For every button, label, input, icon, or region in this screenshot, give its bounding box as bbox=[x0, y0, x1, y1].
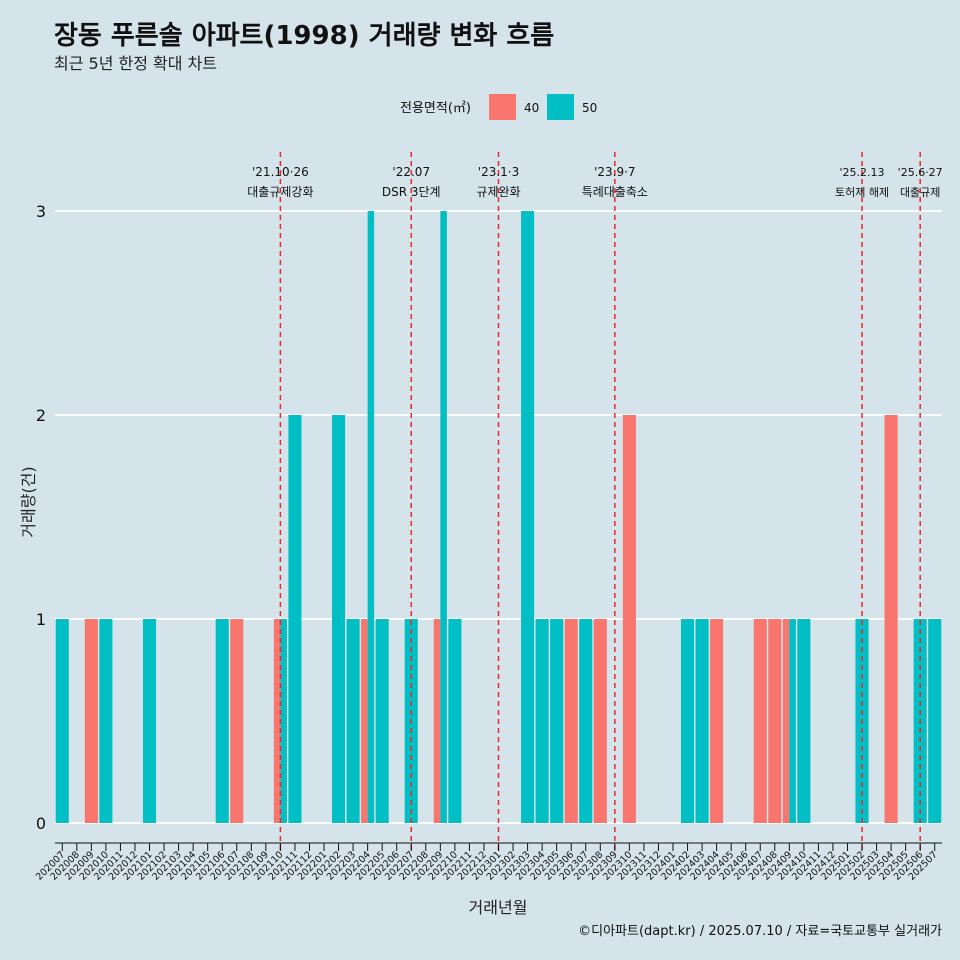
chart-subtitle: 최근 5년 한정 확대 차트 bbox=[54, 54, 217, 73]
event-label: 특례대출축소 bbox=[582, 185, 648, 199]
bar-40-202408 bbox=[768, 619, 782, 823]
bar-50-202101 bbox=[142, 619, 157, 823]
legend-title: 전용면적(㎡) bbox=[400, 101, 471, 116]
bar-40-202110 bbox=[273, 619, 281, 823]
bar-40-202404 bbox=[710, 619, 724, 823]
event-date-label: '23.1·3 bbox=[478, 165, 519, 179]
bar-40-202310 bbox=[622, 415, 636, 823]
bar-50-202409 bbox=[789, 619, 796, 823]
bar-40-202009 bbox=[84, 619, 98, 823]
x-axis: 2020072020082020092020102020112020122021… bbox=[34, 842, 942, 883]
bar-50-202305 bbox=[550, 619, 564, 823]
bar-40-202504 bbox=[884, 415, 898, 823]
bar-50-202403 bbox=[695, 619, 709, 823]
bar-50-202307 bbox=[579, 619, 593, 823]
event-date-label: '25.6·27 bbox=[898, 166, 943, 179]
y-tick-label: 0 bbox=[36, 814, 46, 833]
bar-40-202204 bbox=[361, 619, 368, 823]
bar-40-202308 bbox=[593, 619, 607, 823]
bar-40-202409 bbox=[782, 619, 790, 823]
bar-40-202209 bbox=[433, 619, 441, 823]
bar-50-202304 bbox=[535, 619, 549, 823]
bar-50-202209 bbox=[440, 211, 447, 823]
event-label: 대출규제 bbox=[900, 186, 940, 199]
bar-50-202303 bbox=[521, 211, 535, 823]
legend-swatch-50 bbox=[547, 94, 574, 120]
bar-40-202107 bbox=[230, 619, 244, 823]
legend: 전용면적(㎡) 40 50 bbox=[400, 94, 597, 120]
event-label: 토허제 해제 bbox=[835, 185, 889, 199]
legend-swatch-40 bbox=[489, 94, 516, 120]
event-label: 대출규제강화 bbox=[247, 185, 313, 199]
bar-50-202507 bbox=[928, 619, 942, 823]
y-tick-label: 3 bbox=[36, 202, 46, 221]
bar-50-202111 bbox=[288, 415, 302, 823]
event-date-label: '23.9·7 bbox=[594, 165, 635, 179]
caption: ©디아파트(dapt.kr) / 2025.07.10 / 자료=국토교통부 실… bbox=[578, 924, 942, 939]
bar-50-202007 bbox=[55, 619, 69, 823]
bar-50-202204 bbox=[367, 211, 375, 823]
event-label: 규제완화 bbox=[476, 185, 520, 199]
bar-40-202407 bbox=[753, 619, 767, 823]
event-date-label: '22.07 bbox=[392, 165, 430, 179]
x-axis-title: 거래년월 bbox=[469, 898, 528, 917]
bar-50-202402 bbox=[680, 619, 695, 823]
bars bbox=[55, 211, 942, 823]
bar-50-202205 bbox=[375, 619, 389, 823]
event-date-label: '25.2.13 bbox=[840, 166, 885, 179]
y-tick-label: 2 bbox=[36, 406, 46, 425]
event-date-label: '21.10·26 bbox=[252, 165, 309, 179]
y-ticks: 0 1 2 3 bbox=[36, 202, 46, 833]
y-axis-title: 거래량(건) bbox=[19, 466, 38, 537]
bar-50-202410 bbox=[797, 619, 811, 823]
bar-50-202202 bbox=[332, 415, 346, 823]
event-label: DSR 3단계 bbox=[382, 185, 441, 199]
bar-50-202106 bbox=[215, 619, 229, 823]
bar-50-202203 bbox=[346, 619, 360, 823]
legend-label-50: 50 bbox=[582, 101, 597, 115]
event-lines: '21.10·26 대출규제강화 '22.07 DSR 3단계 '23.1·3 규제완화 '… bbox=[247, 152, 943, 852]
bar-50-202210 bbox=[448, 619, 462, 823]
legend-label-40: 40 bbox=[524, 101, 539, 115]
bar-40-202306 bbox=[564, 619, 578, 823]
y-tick-label: 1 bbox=[36, 610, 46, 629]
chart-title: 장동 푸른솔 아파트(1998) 거래량 변화 흐름 bbox=[54, 21, 554, 51]
bar-50-202010 bbox=[99, 619, 113, 823]
bar-50-202110 bbox=[280, 619, 287, 823]
